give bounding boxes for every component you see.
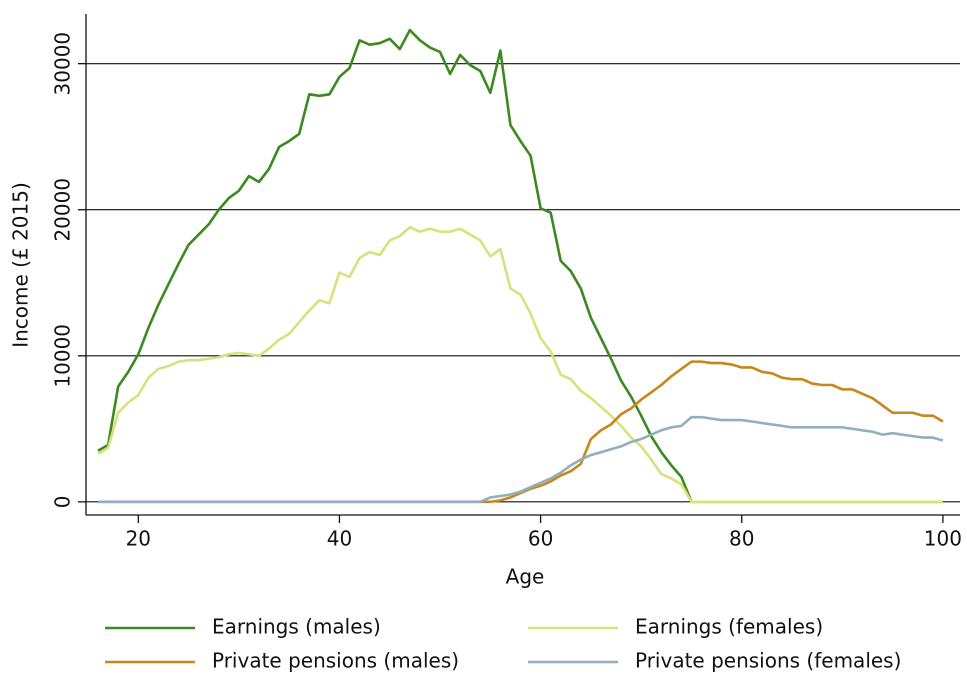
legend-label: Private pensions (females) [635, 649, 901, 673]
x-tick-label: 60 [528, 527, 553, 551]
x-tick-label: 80 [729, 527, 754, 551]
y-tick-label: 20000 [51, 178, 75, 242]
y-tick-label: 10000 [51, 324, 75, 388]
x-tick-label: 40 [327, 527, 352, 551]
series-line [98, 415, 944, 504]
series-line [98, 360, 944, 504]
x-tick-label: 100 [924, 527, 962, 551]
series-line [97, 28, 943, 504]
y-tick-label: 0 [51, 495, 75, 508]
series-line [97, 225, 943, 504]
legend-label: Private pensions (males) [212, 649, 459, 673]
legend-label: Earnings (males) [212, 615, 381, 639]
legend-label: Earnings (females) [635, 615, 823, 639]
y-axis-title: Income (£ 2015) [9, 182, 33, 348]
x-axis-title: Age [506, 565, 545, 589]
x-tick-label: 20 [126, 527, 151, 551]
y-tick-label: 30000 [51, 32, 75, 96]
